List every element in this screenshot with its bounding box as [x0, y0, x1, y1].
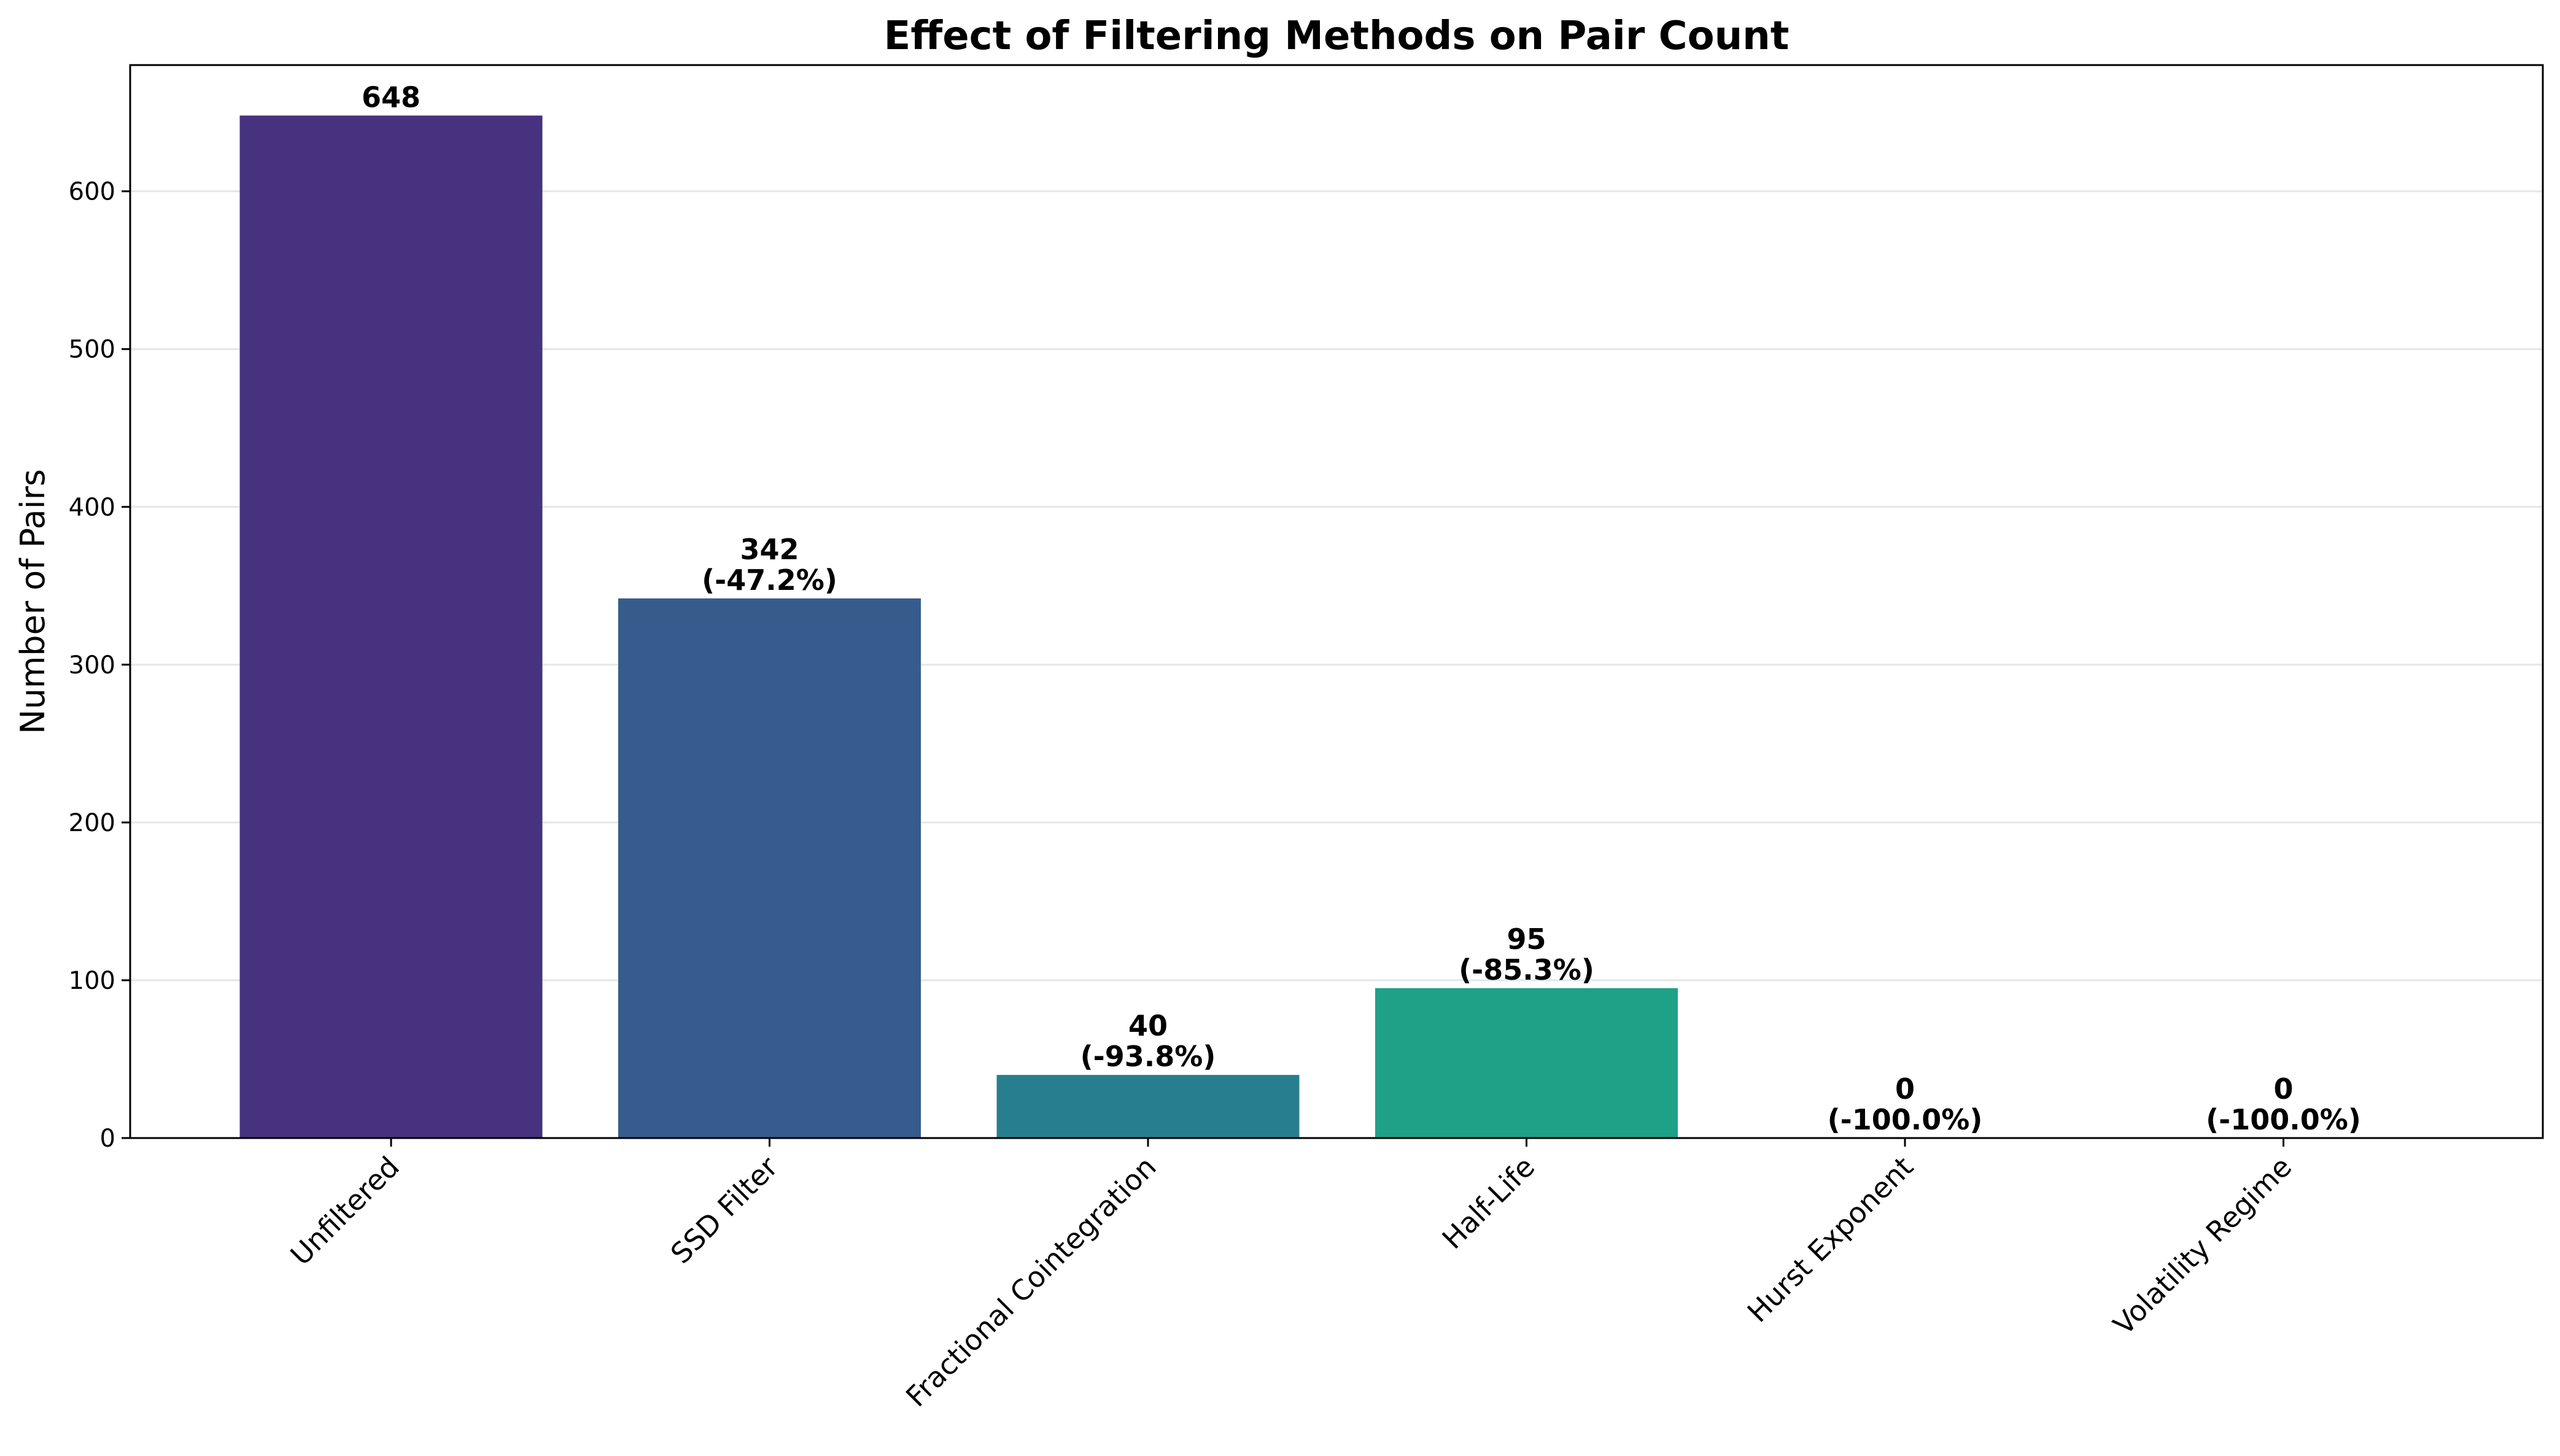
bar-unfiltered: [239, 115, 543, 1139]
data-label-percent: (-100.0%): [2206, 1103, 2361, 1136]
data-label-value: 342: [740, 533, 799, 566]
bar-half-life: [1375, 988, 1678, 1138]
x-tick-label: Unfiltered: [284, 1150, 406, 1272]
y-tick-label: 300: [69, 651, 115, 680]
bars: [239, 115, 1678, 1139]
data-labels: 648342(-47.2%)40(-93.8%)95(-85.3%)0(-100…: [362, 80, 2361, 1136]
y-tick-label: 400: [69, 494, 115, 522]
data-label-value: 0: [2273, 1072, 2293, 1106]
x-tick-label: Fractional Cointegration: [899, 1150, 1163, 1414]
x-tick-label: Half-Life: [1436, 1150, 1542, 1256]
data-label-value: 648: [362, 80, 421, 114]
bar-ssd-filter: [618, 598, 921, 1138]
x-tick-label: SSD Filter: [664, 1150, 784, 1270]
x-axis-ticks: Unfiltered SSD Filter Fractional Cointegra…: [284, 1138, 2298, 1413]
data-label-value: 40: [1128, 1009, 1168, 1042]
x-tick-label: Hurst Exponent: [1741, 1150, 1920, 1329]
bar-fractional-cointegration: [996, 1075, 1300, 1138]
y-tick-label: 600: [69, 178, 115, 206]
y-axis-label: Number of Pairs: [14, 469, 52, 734]
chart-title: Effect of Filtering Methods on Pair Coun…: [884, 14, 1790, 59]
data-label-value: 0: [1895, 1072, 1915, 1106]
y-tick-label: 500: [69, 336, 115, 364]
data-label-percent: (-100.0%): [1828, 1103, 1983, 1136]
y-tick-label: 0: [100, 1125, 115, 1153]
data-label-percent: (-47.2%): [702, 563, 837, 597]
data-label-percent: (-93.8%): [1080, 1040, 1216, 1073]
data-label-value: 95: [1507, 923, 1546, 956]
y-tick-label: 100: [69, 967, 115, 995]
y-tick-label: 200: [69, 809, 115, 837]
data-label-percent: (-85.3%): [1459, 953, 1594, 986]
y-axis-ticks: 0 100 200 300 400 500 600: [69, 178, 130, 1153]
x-tick-label: Volatility Regime: [2107, 1150, 2298, 1342]
plot-frame: [129, 64, 2544, 1139]
